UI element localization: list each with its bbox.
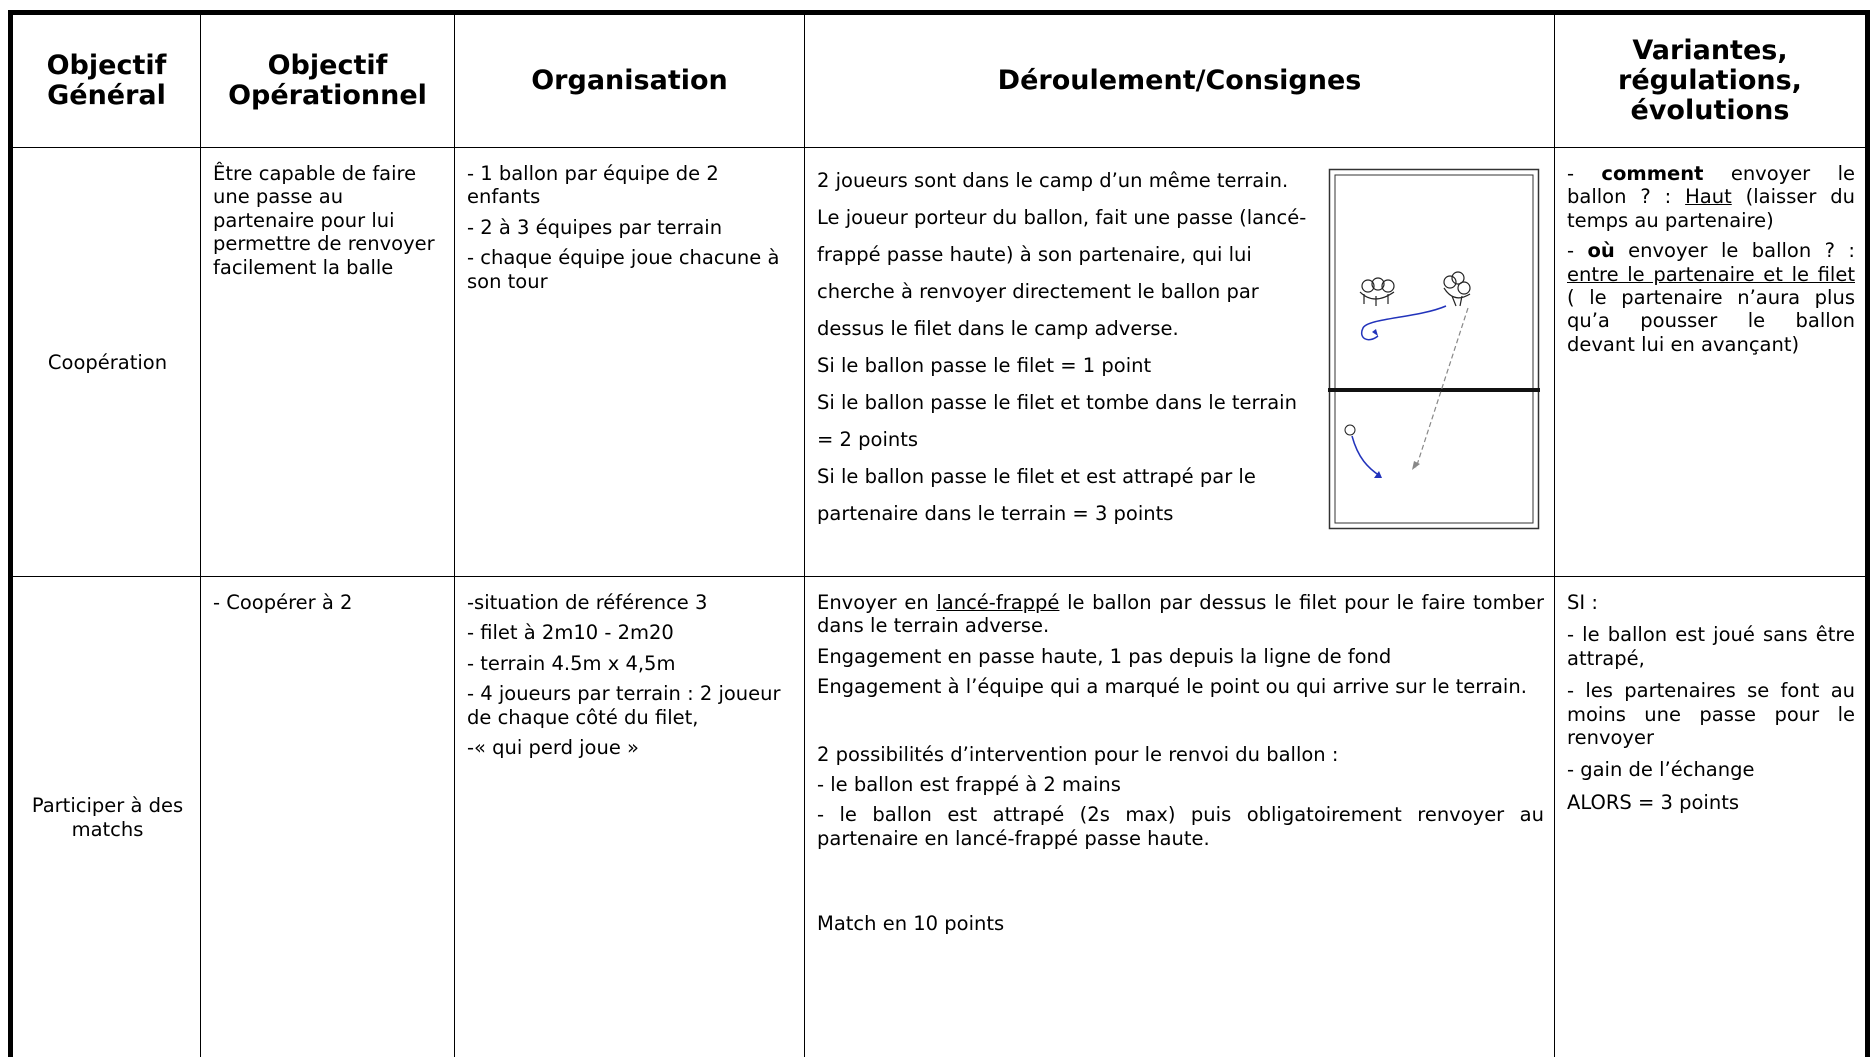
cell-text: - chaque équipe joue chacune à son tour <box>467 246 794 293</box>
table-cell: - comment envoyer le ballon ? : Haut (la… <box>1555 148 1868 577</box>
cell-text: SI : <box>1567 591 1855 614</box>
cell-text: Coopération <box>25 351 190 374</box>
text-run: - <box>1567 239 1587 262</box>
header-text: régulations, <box>1618 65 1802 96</box>
header-cell: Variantes,régulations,évolutions <box>1555 13 1868 148</box>
court-diagram <box>1328 168 1540 530</box>
cell-text: - 4 joueurs par terrain : 2 joueur de ch… <box>467 682 794 729</box>
cell-text: ALORS = 3 points <box>1567 791 1855 814</box>
header-cell: Organisation <box>455 13 805 148</box>
header-text: Variantes, <box>1632 35 1787 66</box>
cell-text: -situation de référence 3 <box>467 591 794 614</box>
cell-text: - terrain 4.5m x 4,5m <box>467 652 794 675</box>
table-body: Coopération Être capable de faire une pas… <box>11 148 1868 1057</box>
cell-text: Match en 10 points <box>817 912 1544 935</box>
table-cell: 2 joueurs sont dans le camp d’un même te… <box>805 148 1555 577</box>
table-row: Participer à des matchs - Coopérer à 2 -si… <box>11 577 1868 1057</box>
cell-paragraph: - où envoyer le ballon ? : entre le part… <box>1567 239 1855 356</box>
table-cell: - 1 ballon par équipe de 2 enfants - 2 à … <box>455 148 805 577</box>
cell-text: - filet à 2m10 - 2m20 <box>467 621 794 644</box>
cell-text: Participer à des matchs <box>25 794 190 841</box>
cell-text: - le ballon est frappé à 2 mains <box>817 773 1544 796</box>
cell-text: Engagement en passe haute, 1 pas depuis … <box>817 645 1544 668</box>
underlined-run: lancé-frappé <box>936 591 1059 614</box>
header-text: Objectif <box>268 50 388 81</box>
cell-paragraph: Envoyer en lancé-frappé le ballon par de… <box>817 591 1544 638</box>
table-cell: Coopération <box>11 148 201 577</box>
text-run: ( le partenaire n’aura plus qu’a pousser… <box>1567 286 1855 356</box>
header-text: Organisation <box>531 65 728 96</box>
cell-text: - 2 à 3 équipes par terrain <box>467 216 794 239</box>
table-cell: -situation de référence 3 - filet à 2m10 … <box>455 577 805 1057</box>
text-run: envoyer le ballon ? : <box>1615 239 1855 262</box>
underlined-run: entre le partenaire et le filet <box>1567 263 1855 286</box>
bold-run: comment <box>1601 162 1703 185</box>
table-row: Coopération Être capable de faire une pas… <box>11 148 1868 577</box>
table-cell: SI : - le ballon est joué sans être attra… <box>1555 577 1868 1057</box>
cell-text: - Coopérer à 2 <box>213 591 444 614</box>
cell-text: - le ballon est joué sans être attrapé, <box>1567 623 1855 670</box>
header-text: Objectif <box>47 50 167 81</box>
table-cell: Envoyer en lancé-frappé le ballon par de… <box>805 577 1555 1057</box>
cell-text: Être capable de faire une passe au parte… <box>213 162 444 279</box>
table-cell: Être capable de faire une passe au parte… <box>201 148 455 577</box>
cell-text: - gain de l’échange <box>1567 758 1855 781</box>
table-cell: - Coopérer à 2 <box>201 577 455 1057</box>
cell-paragraph: - comment envoyer le ballon ? : Haut (la… <box>1567 162 1855 232</box>
cell-text: - 1 ballon par équipe de 2 enfants <box>467 162 794 209</box>
underlined-run: Haut <box>1685 185 1732 208</box>
table-cell: Participer à des matchs <box>11 577 201 1057</box>
cell-text: Engagement à l’équipe qui a marqué le po… <box>817 675 1544 698</box>
text-run: Envoyer en <box>817 591 936 614</box>
header-text: Opérationnel <box>228 80 427 111</box>
cell-text: - le ballon est attrapé (2s max) puis ob… <box>817 803 1544 850</box>
cell-text: 2 possibilités d’intervention pour le re… <box>817 743 1544 766</box>
header-text: évolutions <box>1631 95 1790 126</box>
bold-run: où <box>1587 239 1614 262</box>
text-run: - <box>1567 162 1601 185</box>
header-text: Général <box>47 80 166 111</box>
cell-text: - les partenaires se font au moins une p… <box>1567 679 1855 749</box>
header-cell: Déroulement/Consignes <box>805 13 1555 148</box>
header-text: Déroulement/Consignes <box>998 65 1362 96</box>
cell-text: -« qui perd joue » <box>467 736 794 759</box>
